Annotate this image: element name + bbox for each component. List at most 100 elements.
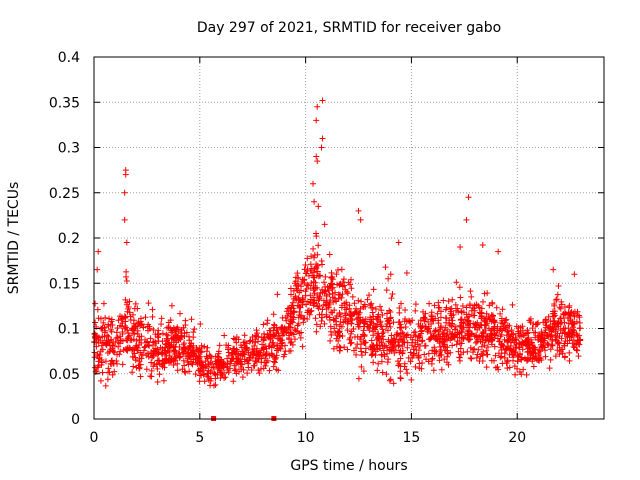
data-point [107,342,114,349]
data-point [552,328,559,335]
data-point [443,304,450,311]
data-point [115,343,122,350]
data-point [481,290,488,297]
data-point [164,332,171,339]
data-point [345,279,352,286]
data-point [123,239,130,246]
data-point [567,317,574,324]
data-point [477,321,484,328]
data-point [305,272,312,279]
data-point [288,291,295,298]
data-point [170,344,177,351]
data-point [91,354,98,361]
data-point [443,332,450,339]
data-point [94,266,101,273]
data-point [337,280,344,287]
data-point [472,339,479,346]
data-point [180,341,187,348]
data-point [132,300,139,307]
data-point [415,352,422,359]
data-point [245,364,252,371]
data-point [516,340,523,347]
data-point [186,353,193,360]
data-point [496,338,503,345]
data-point [211,370,218,377]
data-point [422,316,429,323]
data-point [295,282,302,289]
data-point [570,343,577,350]
data-point [438,366,445,373]
y-tick-label: 0 [71,412,80,428]
data-point [217,358,224,365]
data-point [270,324,277,331]
data-point [553,297,560,304]
data-point [338,323,345,330]
data-point [260,345,267,352]
data-point [485,314,492,321]
data-point [260,365,267,372]
data-point [256,349,263,356]
data-point [561,329,568,336]
data-point [154,378,161,385]
data-point [201,343,208,350]
data-point [174,360,181,367]
data-point [425,350,432,357]
data-point [231,362,238,369]
data-point [458,309,465,316]
data-point [97,377,104,384]
data-point [159,361,166,368]
data-point [255,367,262,374]
data-point [255,333,262,340]
data-point [370,313,377,320]
data-point [369,351,376,358]
data-point [440,297,447,304]
data-point [409,336,416,343]
data-point [460,349,467,356]
data-point [557,305,564,312]
data-point [564,334,571,341]
data-point [204,344,211,351]
data-point [470,320,477,327]
data-point [353,316,360,323]
data-point [129,353,136,360]
data-point [99,346,106,353]
data-point [103,337,110,344]
data-point [120,346,127,353]
data-point [457,244,464,251]
data-point [158,315,165,322]
data-point [221,375,228,382]
data-point [353,351,360,358]
data-point [561,354,568,361]
data-point [525,329,532,336]
data-point [319,261,326,268]
data-point [491,343,498,350]
data-point [445,298,452,305]
data-point [399,350,406,357]
axis-ticks [93,56,604,420]
data-point [390,344,397,351]
data-point [294,270,301,277]
data-point [432,335,439,342]
data-point [301,266,308,273]
data-point [313,328,320,335]
data-point [326,291,333,298]
data-point [123,278,130,285]
data-point [445,350,452,357]
data-point [386,346,393,353]
data-point [504,357,511,364]
data-point [535,319,542,326]
data-point [311,274,318,281]
data-point [288,339,295,346]
data-point [547,325,554,332]
data-point [448,305,455,312]
data-point [334,266,341,273]
data-point [190,356,197,363]
data-point [176,354,183,361]
data-point [274,291,281,298]
data-point [123,336,130,343]
data-point [457,345,464,352]
data-point [311,251,318,258]
data-point [351,334,358,341]
data-point [155,349,162,356]
data-point [159,330,166,337]
